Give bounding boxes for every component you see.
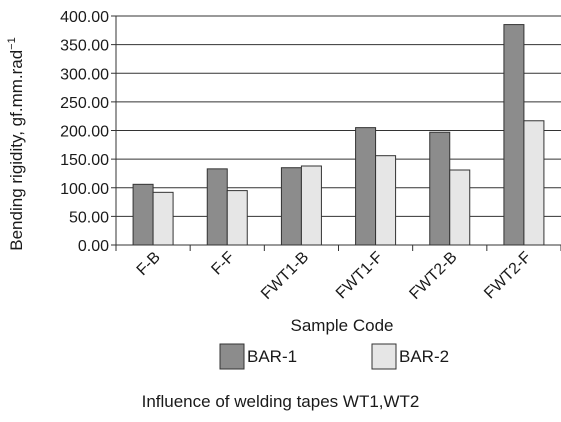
y-tick-labels: 0.00 50.00 100.00 150.00 200.00 250.00 300.00 3… [60,9,109,255]
y-axis-title: Bending rigidity, gf.mm.rad−1 [6,37,26,250]
axes [115,16,561,251]
bar-bar-1-fwt1-f [355,127,377,246]
legend-swatch-bar-2 [371,343,397,370]
bar-bar-2-fwt1-b [300,165,322,246]
x-axis-title: Sample Code [290,316,393,335]
x-tick-label: FWT1-F [333,249,387,303]
chart-caption: Influence of welding tapes WT1,WT2 [141,392,420,411]
bar-bar-2-fwt2-f [523,120,545,246]
y-tick-label: 150.00 [60,152,109,169]
bar-bar-1-fwt1-b [280,167,302,246]
x-tick-label: FWT1-B [258,249,312,303]
bar-bar-1-fwt2-b [429,131,451,246]
legend: BAR-1 BAR-2 [219,343,449,370]
y-tick-label: 0.00 [78,238,109,255]
bar-bar-2-fwt1-f [375,155,397,246]
y-tick-label: 100.00 [60,181,109,198]
x-tick-labels: F-B F-F FWT1-B FWT1-F FWT2-B FWT2-F [134,249,535,303]
bar-bar-2-fwt2-b [449,169,471,246]
bar-bar-1-f-f [206,168,228,246]
y-tick-label: 50.00 [69,209,109,226]
bars [132,24,545,246]
y-tick-label: 350.00 [60,38,109,55]
legend-swatch-bar-1 [219,343,245,370]
x-tick-label: F-B [134,249,164,279]
x-tick-label: FWT2-B [406,249,460,303]
x-tick-label: FWT2-F [481,249,535,303]
gridlines [111,15,561,246]
y-tick-label: 300.00 [60,66,109,83]
bar-bar-2-f-f [226,190,248,246]
y-tick-label: 400.00 [60,9,109,26]
bar-chart: 0.00 50.00 100.00 150.00 200.00 250.00 300.00 3… [6,9,561,370]
legend-label-bar-1: BAR-1 [247,347,297,366]
bar-bar-1-fwt2-f [503,24,525,246]
y-tick-label: 250.00 [60,95,109,112]
x-tick-label: F-F [208,249,238,279]
legend-label-bar-2: BAR-2 [399,347,449,366]
bar-bar-2-f-b [152,191,174,246]
bar-bar-1-f-b [132,183,154,246]
y-tick-label: 200.00 [60,124,109,141]
